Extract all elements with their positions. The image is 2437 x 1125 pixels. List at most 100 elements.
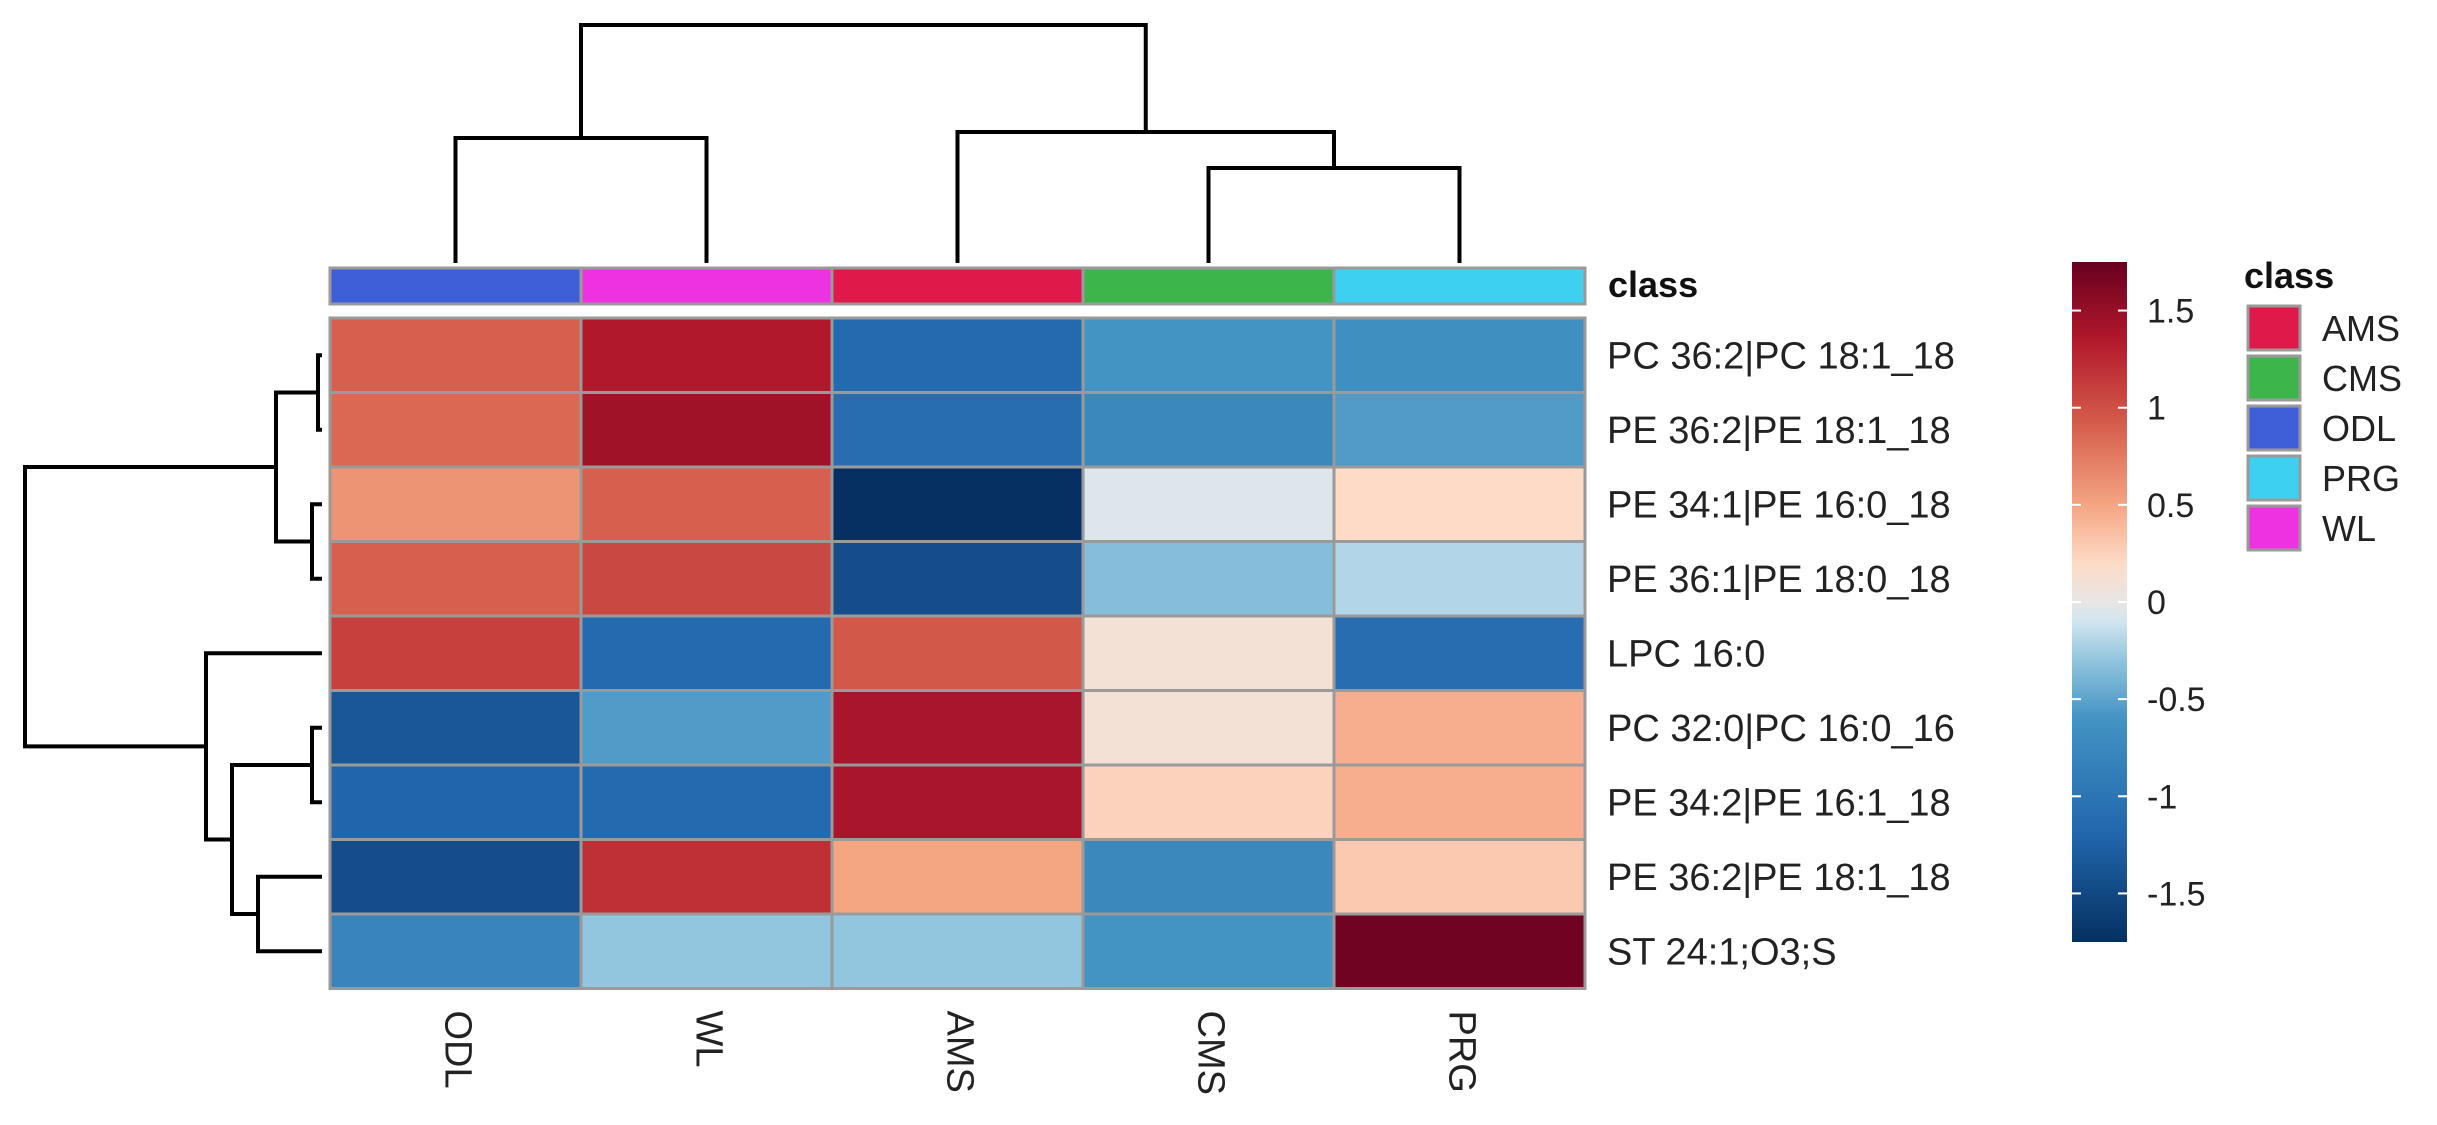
heatmap-cell bbox=[1332, 763, 1587, 841]
heatmap-cell bbox=[1081, 614, 1336, 692]
legend-swatch bbox=[2246, 304, 2302, 352]
heatmap-cell bbox=[1081, 912, 1336, 990]
row-label: LPC 16:0 bbox=[1607, 633, 1765, 675]
color-scale-label: -1 bbox=[2147, 778, 2177, 816]
legend-label: CMS bbox=[2322, 358, 2402, 399]
heatmap-cell bbox=[830, 540, 1085, 618]
heatmap-cell bbox=[1332, 838, 1587, 916]
heatmap-cell bbox=[579, 838, 834, 916]
column-label: ODL bbox=[436, 1011, 478, 1089]
heatmap-cell bbox=[1081, 391, 1336, 469]
heatmap-cell bbox=[1081, 838, 1336, 916]
class-bar-segment bbox=[1332, 266, 1587, 306]
row-labels: PC 36:2|PC 18:1_18 PE 36:2|PE 18:1_18 PE 3… bbox=[1607, 335, 1955, 973]
heatmap-cell bbox=[1081, 465, 1336, 543]
row-label: PC 36:2|PC 18:1_18 bbox=[1607, 335, 1955, 377]
heatmap-cell bbox=[1081, 763, 1336, 841]
column-dendrogram bbox=[453, 23, 1462, 263]
heatmap-cell bbox=[1332, 316, 1587, 394]
heatmap-cell bbox=[579, 316, 834, 394]
column-labels: ODL WL AMS CMS PRG bbox=[436, 1011, 1482, 1095]
class-annotation-bar bbox=[328, 266, 1587, 306]
color-scale-label: -0.5 bbox=[2147, 681, 2206, 719]
dendrogram-branch bbox=[1206, 166, 1462, 263]
legend-swatch bbox=[2246, 504, 2302, 552]
legend-swatch bbox=[2246, 404, 2302, 452]
heatmap-cell bbox=[579, 540, 834, 618]
row-label: PE 36:2|PE 18:1_18 bbox=[1607, 857, 1951, 899]
heatmap-cell bbox=[328, 763, 583, 841]
legend-swatch bbox=[2246, 454, 2302, 502]
legend-label: AMS bbox=[2322, 308, 2400, 349]
legend-swatch bbox=[2246, 354, 2302, 402]
heatmap-cell bbox=[328, 465, 583, 543]
heatmap-cell bbox=[579, 689, 834, 767]
legend-label: PRG bbox=[2322, 458, 2400, 499]
heatmap-cell bbox=[328, 540, 583, 618]
class-bar-segment bbox=[328, 266, 583, 306]
heatmap-cell bbox=[830, 614, 1085, 692]
heatmap-cell bbox=[328, 689, 583, 767]
heatmap-cell bbox=[328, 912, 583, 990]
heatmap-cell bbox=[830, 391, 1085, 469]
color-scale-bar bbox=[2072, 262, 2127, 942]
row-label: PE 36:1|PE 18:0_18 bbox=[1607, 559, 1951, 601]
color-scale-legend: 1.5 1 0.5 0 -0.5 -1 -1.5 bbox=[2072, 262, 2206, 942]
heatmap-cell bbox=[1332, 912, 1587, 990]
column-label: PRG bbox=[1440, 1011, 1482, 1093]
heatmap-cell bbox=[579, 763, 834, 841]
dendrogram-branch bbox=[256, 874, 322, 954]
heatmap-cell bbox=[830, 465, 1085, 543]
dendrogram-branch bbox=[23, 465, 276, 749]
color-scale-label: 0 bbox=[2147, 584, 2166, 622]
heatmap-cell bbox=[1332, 689, 1587, 767]
heatmap-cell bbox=[830, 912, 1085, 990]
class-legend-title: class bbox=[2244, 255, 2334, 296]
heatmap-cell bbox=[328, 391, 583, 469]
color-scale-label: -1.5 bbox=[2147, 875, 2206, 913]
dendrogram-branch bbox=[204, 651, 322, 842]
class-annotation-label: class bbox=[1608, 264, 1698, 305]
dendrogram-branch bbox=[310, 502, 322, 581]
heatmap-cell bbox=[1081, 689, 1336, 767]
row-label: PE 34:2|PE 16:1_18 bbox=[1607, 782, 1951, 824]
row-label: PE 36:2|PE 18:1_18 bbox=[1607, 410, 1951, 452]
dendrogram-branch bbox=[579, 23, 1148, 138]
legend-label: ODL bbox=[2322, 408, 2396, 449]
heatmap-cell bbox=[579, 465, 834, 543]
heatmap-cell bbox=[1332, 540, 1587, 618]
heatmap-cells bbox=[328, 316, 1587, 990]
color-scale-label: 1 bbox=[2147, 390, 2166, 428]
column-label: CMS bbox=[1189, 1011, 1231, 1095]
column-label: AMS bbox=[938, 1011, 980, 1093]
heatmap-cell bbox=[579, 614, 834, 692]
heatmap-cell bbox=[328, 614, 583, 692]
class-legend: class AMS CMS ODL PRG WL bbox=[2244, 255, 2402, 552]
heatmap-cell bbox=[579, 391, 834, 469]
heatmap-cell bbox=[1081, 540, 1336, 618]
class-bar-segment bbox=[830, 266, 1085, 306]
row-label: ST 24:1;O3;S bbox=[1607, 931, 1837, 973]
heatmap-cell bbox=[830, 689, 1085, 767]
heatmap-cell bbox=[328, 838, 583, 916]
class-bar-segment bbox=[579, 266, 834, 306]
row-dendrogram bbox=[23, 353, 322, 954]
heatmap-cell bbox=[830, 763, 1085, 841]
column-label: WL bbox=[687, 1011, 729, 1068]
heatmap-cell bbox=[1332, 614, 1587, 692]
class-bar-segment bbox=[1081, 266, 1336, 306]
row-label: PE 34:1|PE 16:0_18 bbox=[1607, 484, 1951, 526]
color-scale-label: 0.5 bbox=[2147, 487, 2194, 525]
heatmap-cell bbox=[579, 912, 834, 990]
dendrogram-branch bbox=[316, 353, 322, 432]
dendrogram-branch bbox=[310, 725, 322, 805]
heatmap-cell bbox=[1332, 391, 1587, 469]
legend-label: WL bbox=[2322, 508, 2376, 549]
heatmap-cell bbox=[830, 838, 1085, 916]
heatmap-cell bbox=[830, 316, 1085, 394]
dendrogram-branch bbox=[453, 136, 709, 263]
heatmap-cell bbox=[328, 316, 583, 394]
heatmap-cell bbox=[1332, 465, 1587, 543]
